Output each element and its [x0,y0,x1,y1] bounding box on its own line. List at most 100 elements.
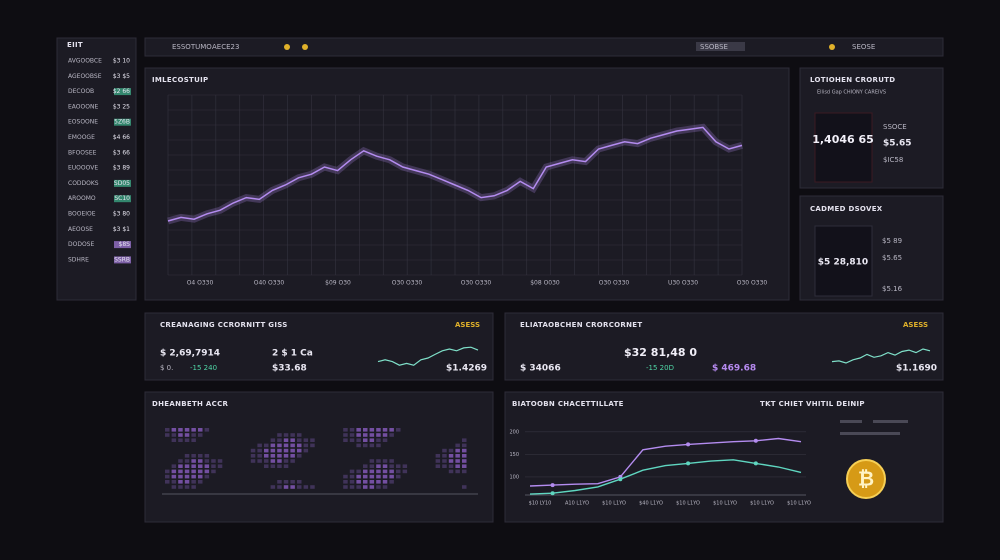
heat-cell [270,448,276,453]
heat-cell [191,428,196,432]
x-tick-label: $10 L1YO [676,501,700,507]
heat-cell [363,443,368,448]
row-value: $4 66 [113,134,130,141]
row-value: 5Z6B [114,119,130,126]
heat-cell [448,448,454,453]
heat-cell [171,428,177,432]
mini-card [814,225,873,297]
heat-cell [277,454,282,458]
card [144,312,494,381]
y-tick-label: 150 [509,452,519,458]
heat-cell [363,428,368,432]
x-tick-label: O30 O330 [461,280,492,287]
legend-chip [873,420,908,423]
heat-cell [184,469,190,474]
heat-cell [349,474,355,479]
card-value: $ 2,69,7914 [160,349,220,359]
heat-cell [310,485,315,489]
panel-value: $5 28,810 [818,258,868,268]
row-label: CODDOKS [68,180,99,187]
heat-cell [178,480,183,484]
heat-cell [297,443,302,448]
heat-cell [376,459,381,463]
heat-cell [297,485,302,489]
heat-cell [283,459,289,463]
sparkline [377,346,479,366]
heat-cell [369,469,375,474]
heat-cell [343,428,348,432]
heat-cell [283,464,289,468]
heat-cell [455,448,460,453]
heat-cell [389,469,394,474]
coin [846,459,886,499]
heat-cell [198,480,203,484]
heat-cell [369,474,375,479]
row-value: SSRB [114,256,130,263]
panel-value: 1,4046 65 [812,133,874,146]
heat-cell [376,485,381,489]
row-label: AVGOOBCE [68,58,102,65]
heat-cell [211,459,216,463]
heat-cell [343,438,348,442]
heat-cell [389,428,394,432]
heat-cell [198,433,203,437]
row-label: AGEOOBSE [68,73,102,80]
heat-cell [396,474,401,479]
heat-cell [389,474,394,479]
heat-cell [343,433,348,437]
heat-cell [356,469,361,474]
heat-cell [290,438,295,442]
heat-cell [257,459,262,463]
heat-cell [290,480,295,484]
heat-cell [376,443,381,448]
button[interactable]: SSOBSE [700,43,728,51]
heat-cell [198,454,203,458]
panel-title: LOTIOHEN CRORUTD [810,76,895,84]
spark-value: $1.1690 [896,364,937,374]
heat-cell [369,459,375,463]
heat-cell [382,474,388,479]
heat-cell [171,480,177,484]
heat-cell [356,474,361,479]
heat-cell [376,428,381,432]
point [753,461,758,466]
heat-cell [349,438,355,442]
heat-cell [204,474,210,479]
x-tick-label: U30 O330 [668,280,698,287]
heat-cell [382,464,388,468]
heat-cell [297,438,302,442]
row-value: $3 80 [113,211,130,218]
legend-chip [840,420,862,423]
heat-cell [283,448,289,453]
heatmap-panel [144,391,494,523]
panel-side: $IC58 [883,156,903,164]
heat-cell [277,480,282,484]
x-tick-label: $09 O30 [325,280,351,287]
row-label: EUOOOVE [68,165,98,172]
heat-cell [343,485,348,489]
heat-cell [297,433,302,437]
button-bg[interactable] [696,42,745,51]
heat-cell [363,433,368,437]
heat-cell [283,433,289,437]
heat-cell [462,438,467,442]
x-tick-label: $10 LY10 [529,501,552,507]
heat-cell [277,438,282,442]
heat-cell [178,459,183,463]
account[interactable]: SEOSE [852,43,875,51]
heat-cell [462,443,467,448]
heat-cell [178,464,183,468]
x-tick-label: $40 L1YO [639,501,663,507]
heat-cell [204,464,210,468]
row-label: EMOOGE [68,134,95,141]
card-change: -15 20D [646,364,674,372]
heat-cell [455,459,460,463]
heat-cell [204,469,210,474]
heat-cell [277,448,282,453]
heat-cell [184,438,190,442]
row-value: $3 25 [113,103,130,110]
heat-cell [250,454,256,458]
heat-cell [343,474,348,479]
heat-cell [257,443,262,448]
search[interactable]: ESSOTUMO [172,43,212,51]
